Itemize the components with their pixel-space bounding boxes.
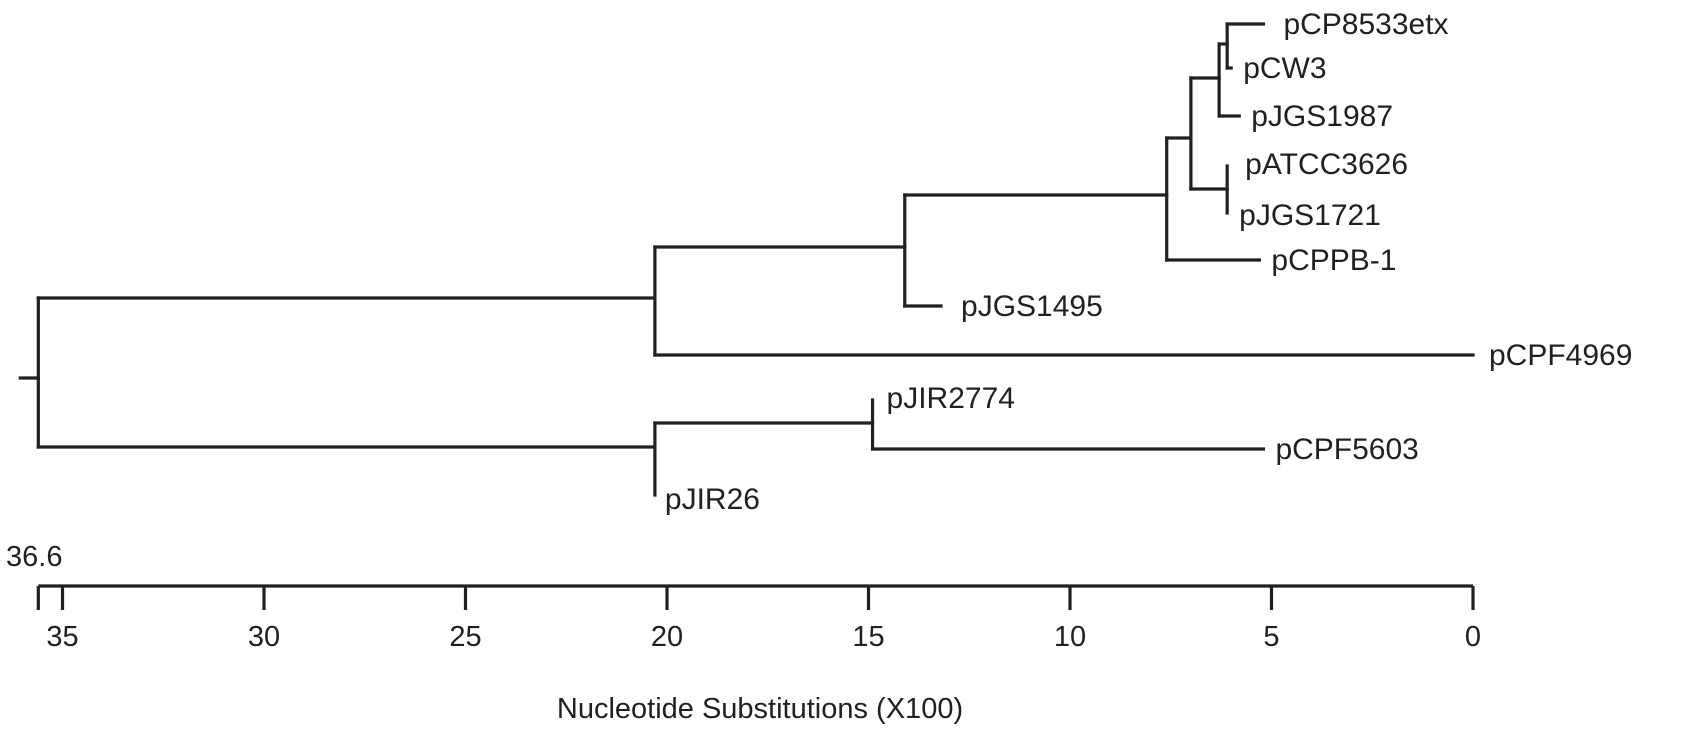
x-tick-label: 30 <box>248 621 280 653</box>
x-tick-label: 10 <box>1054 621 1086 653</box>
leaf-label: pJGS1721 <box>1239 199 1381 232</box>
leaf-label: pJGS1987 <box>1251 100 1393 133</box>
x-tick-label: 25 <box>449 621 481 653</box>
leaf-label: pCPF5603 <box>1275 433 1418 466</box>
x-axis-title: Nucleotide Substitutions (X100) <box>557 693 963 725</box>
tree-branches <box>18 22 1475 497</box>
leaf-label: pCPPB-1 <box>1271 244 1396 277</box>
x-tick-label: 15 <box>852 621 884 653</box>
leaf-label: pCPF4969 <box>1489 339 1632 372</box>
x-tick-label: 20 <box>651 621 683 653</box>
leaf-labels: pCP8533etx pCW3 pJGS1987 pATCC3626 pJGS1721 p… <box>665 8 1633 516</box>
x-tick-label: 5 <box>1263 621 1279 653</box>
leaf-label: pJIR2774 <box>887 382 1015 415</box>
leaf-label: pJGS1495 <box>961 290 1103 323</box>
leaf-label: pCW3 <box>1243 52 1326 85</box>
x-axis: 35 30 25 20 15 10 5 0 <box>36 584 1481 653</box>
leaf-label: pATCC3626 <box>1245 148 1408 181</box>
x-tick-label: 35 <box>46 621 78 653</box>
x-tick-label: 0 <box>1465 621 1481 653</box>
leaf-label: pCP8533etx <box>1283 8 1448 41</box>
leaf-label: pJIR26 <box>665 483 760 516</box>
root-depth-label: 36.6 <box>6 541 62 573</box>
